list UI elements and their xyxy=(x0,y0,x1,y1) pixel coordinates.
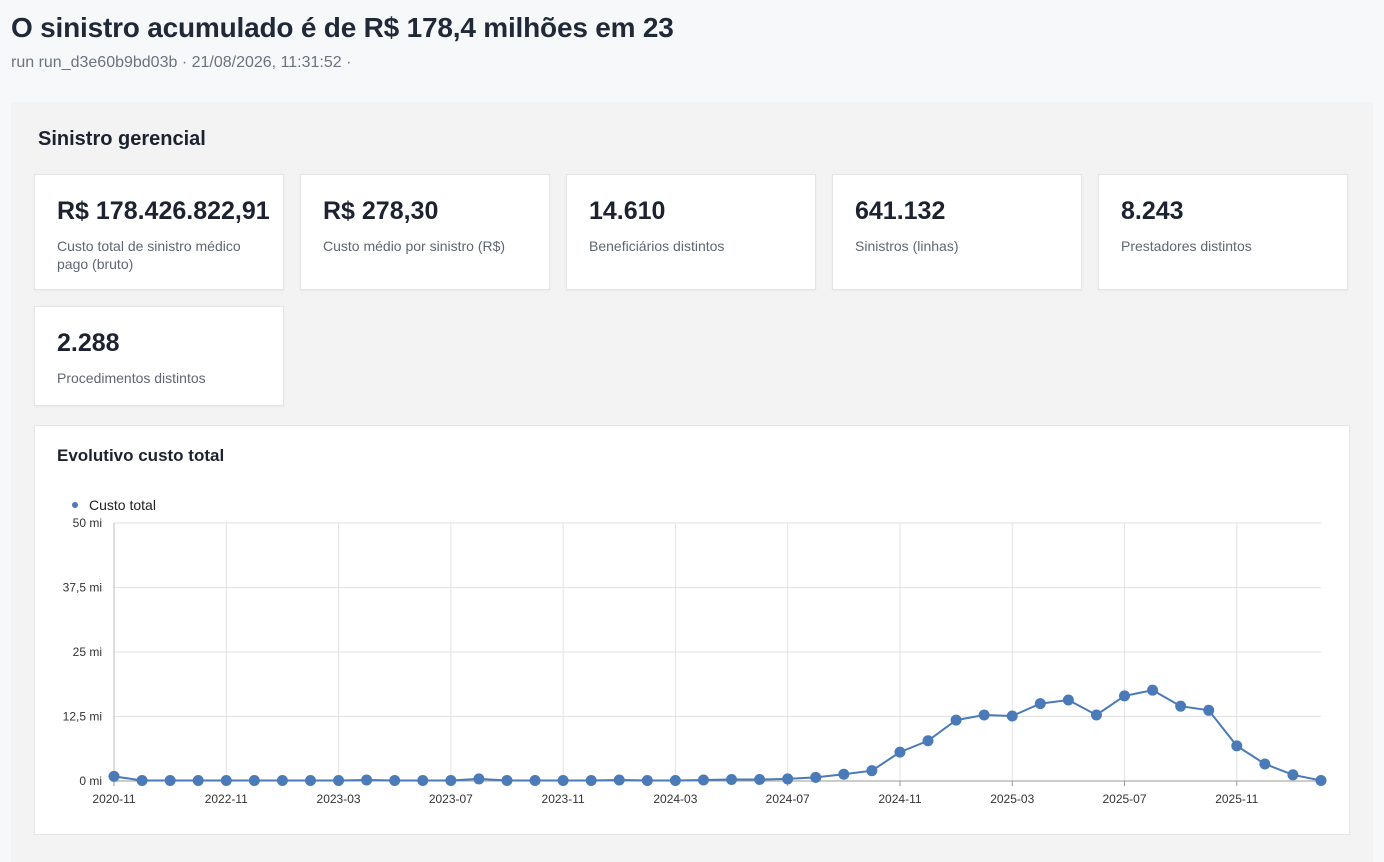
data-point xyxy=(136,774,148,786)
data-point xyxy=(894,746,906,758)
data-point xyxy=(333,774,345,786)
kpi-label: Beneficiários distintos xyxy=(589,238,725,254)
data-point xyxy=(1090,709,1102,721)
data-point xyxy=(697,774,709,786)
data-point xyxy=(220,774,232,786)
data-point xyxy=(1119,690,1131,702)
sinistro-panel: Sinistro gerencial R$ 178.426.822,91 Cus… xyxy=(11,102,1373,862)
data-point xyxy=(1315,774,1327,786)
kpi-card-custo-medio: R$ 278,30 Custo médio por sinistro (R$) xyxy=(300,174,550,290)
data-point xyxy=(726,773,738,785)
kpi-value: 8.243 xyxy=(1121,197,1184,225)
data-point xyxy=(276,774,288,786)
data-point xyxy=(417,774,429,786)
kpi-card-sinistros: 641.132 Sinistros (linhas) xyxy=(832,174,1082,290)
data-point xyxy=(641,774,653,786)
legend-label: Custo total xyxy=(89,497,156,513)
kpi-value: R$ 278,30 xyxy=(323,197,439,225)
x-tick-label: 2024-03 xyxy=(653,792,697,806)
data-point xyxy=(1147,684,1159,696)
data-point xyxy=(1175,700,1187,712)
kpi-card-prestadores: 8.243 Prestadores distintos xyxy=(1098,174,1348,290)
chart-title: Evolutivo custo total xyxy=(57,446,225,465)
x-tick-label: 2023-07 xyxy=(429,792,473,806)
data-point xyxy=(501,774,513,786)
data-point xyxy=(782,773,794,785)
y-tick-label: 50 mi xyxy=(73,516,102,530)
kpi-card-custo-total: R$ 178.426.822,91 Custo total de sinistr… xyxy=(34,174,284,290)
data-point xyxy=(473,773,485,785)
data-point xyxy=(248,774,260,786)
kpi-label: Custo total de sinistro médico pago (bru… xyxy=(57,238,241,272)
data-point xyxy=(304,774,316,786)
data-point xyxy=(557,774,569,786)
data-point xyxy=(669,774,681,786)
data-point xyxy=(754,773,766,785)
data-point xyxy=(1034,698,1046,710)
data-point xyxy=(108,770,120,782)
kpi-label: Procedimentos distintos xyxy=(57,370,206,386)
data-point xyxy=(585,774,597,786)
data-point xyxy=(978,709,990,721)
kpi-label: Sinistros (linhas) xyxy=(855,238,959,254)
line-chart: 0 mi 12,5 mi 25 mi 37,5 mi 50 mi 2020-11 2022-… xyxy=(63,497,1327,806)
data-point xyxy=(810,771,822,783)
y-tick-label: 25 mi xyxy=(73,645,102,659)
data-point xyxy=(389,774,401,786)
data-point xyxy=(1231,740,1243,752)
x-tick-label: 2022-11 xyxy=(205,792,248,806)
data-point xyxy=(529,774,541,786)
x-tick-label: 2020-11 xyxy=(92,792,135,806)
x-tick-label: 2023-11 xyxy=(542,792,585,806)
kpi-value: 14.610 xyxy=(589,197,666,225)
chart-card: Evolutivo custo total 0 mi 12,5 mi 25 mi 37… xyxy=(34,425,1350,835)
page-meta: run run_d3e60b9bd03b · 21/08/2026, 11:31… xyxy=(11,54,352,71)
y-tick-label: 37,5 mi xyxy=(63,581,102,595)
x-tick-label: 2025-03 xyxy=(990,792,1034,806)
data-point xyxy=(866,765,878,777)
y-tick-label: 0 mi xyxy=(79,774,102,788)
data-point xyxy=(613,774,625,786)
kpi-card-procedimentos: 2.288 Procedimentos distintos xyxy=(34,306,284,406)
data-point xyxy=(1062,694,1074,706)
series-line xyxy=(113,689,1322,782)
data-point xyxy=(922,735,934,747)
kpi-card-beneficiarios: 14.610 Beneficiários distintos xyxy=(566,174,816,290)
data-point xyxy=(838,768,850,780)
page-title: O sinistro acumulado é de R$ 178,4 milhõ… xyxy=(11,12,674,43)
kpi-label: Prestadores distintos xyxy=(1121,238,1252,254)
legend-marker xyxy=(72,502,78,508)
kpi-value: 2.288 xyxy=(57,329,120,357)
data-point xyxy=(361,774,373,786)
data-point xyxy=(950,714,962,726)
data-point xyxy=(1203,704,1215,716)
panel-title: Sinistro gerencial xyxy=(38,128,206,150)
kpi-value: R$ 178.426.822,91 xyxy=(57,197,270,225)
x-tick-label: 2025-07 xyxy=(1102,792,1146,806)
x-tick-label: 2025-11 xyxy=(1215,792,1258,806)
data-point xyxy=(1287,769,1299,781)
y-tick-label: 12,5 mi xyxy=(63,710,102,724)
x-tick-label: 2024-11 xyxy=(878,792,921,806)
x-tick-label: 2023-03 xyxy=(317,792,361,806)
data-point xyxy=(445,774,457,786)
kpi-label: Custo médio por sinistro (R$) xyxy=(323,238,506,254)
data-point xyxy=(192,774,204,786)
x-tick-label: 2024-07 xyxy=(766,792,810,806)
kpi-value: 641.132 xyxy=(855,197,946,225)
data-point xyxy=(1259,758,1271,770)
data-point xyxy=(1006,710,1018,722)
data-point xyxy=(164,774,176,786)
